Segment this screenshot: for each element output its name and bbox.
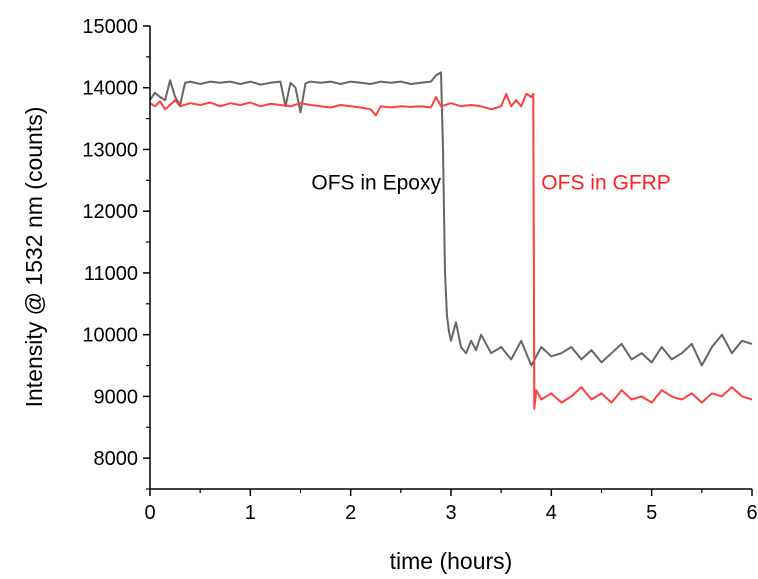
y-tick-label: 15000: [82, 16, 138, 38]
y-tick-label: 14000: [82, 78, 138, 100]
axes: 0 1 2 3 4 5 6 8000 9000 10000 11000 12000 13000 14000…: [82, 16, 757, 524]
annotations: OFS in Epoxy OFS in GFRP: [311, 172, 670, 195]
y-tick-label: 13000: [82, 139, 138, 161]
x-tick-label: 4: [546, 502, 557, 524]
y-tick-label: 11000: [84, 263, 138, 285]
annotation-label-2: OFS in GFRP: [541, 172, 671, 195]
series-line-2: [149, 92, 753, 410]
x-tick-label: 5: [646, 502, 657, 524]
x-axis-title: time (hours): [390, 548, 513, 574]
y-axis-title: Intensity @ 1532 nm (counts): [21, 107, 47, 408]
series-line-1: [149, 71, 753, 367]
y-tick-label: 9000: [94, 386, 139, 408]
x-tick-label: 6: [746, 502, 757, 524]
y-tick-label: 8000: [94, 448, 139, 470]
annotation-label-1: OFS in Epoxy: [311, 172, 441, 195]
x-tick-label: 3: [445, 502, 456, 524]
y-tick-label: 12000: [82, 201, 138, 223]
x-tick-label: 0: [144, 502, 155, 524]
x-tick-label: 1: [245, 502, 256, 524]
y-tick-label: 10000: [82, 325, 138, 347]
x-tick-label: 2: [345, 502, 356, 524]
plot-lines: [149, 71, 753, 410]
